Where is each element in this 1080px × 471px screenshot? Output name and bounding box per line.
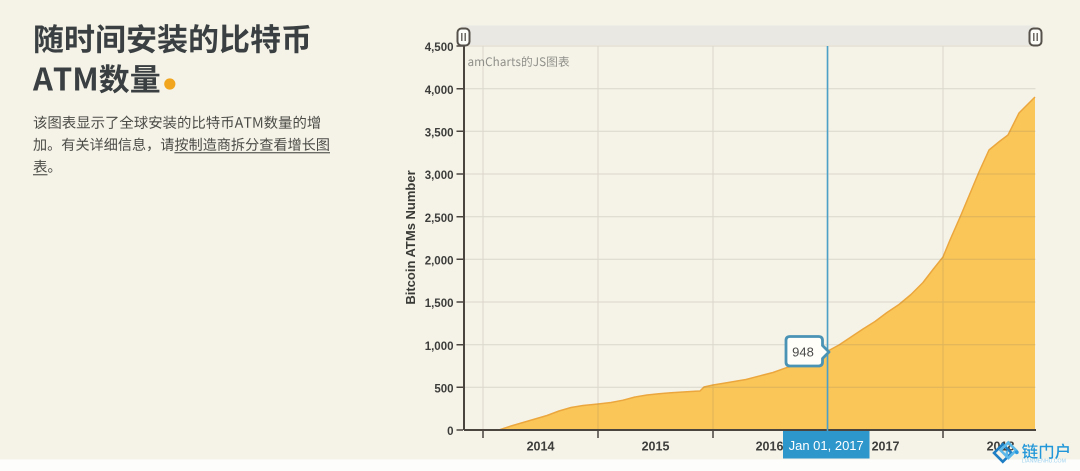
svg-text:2017: 2017 bbox=[872, 440, 900, 454]
svg-text:Jan 01, 2017: Jan 01, 2017 bbox=[789, 438, 864, 453]
svg-text:948: 948 bbox=[792, 345, 814, 360]
svg-text:2014: 2014 bbox=[527, 440, 555, 454]
svg-text:0: 0 bbox=[447, 426, 453, 438]
svg-text:LIANMENHU.COM: LIANMENHU.COM bbox=[1022, 459, 1066, 465]
svg-text:1,500: 1,500 bbox=[425, 298, 454, 310]
svg-text:Bitcoin ATMs Number: Bitcoin ATMs Number bbox=[403, 170, 418, 304]
svg-text:3,000: 3,000 bbox=[425, 170, 454, 182]
svg-text:2015: 2015 bbox=[642, 440, 670, 454]
svg-text:4,500: 4,500 bbox=[425, 42, 454, 54]
svg-text:3,500: 3,500 bbox=[425, 128, 454, 140]
svg-text:500: 500 bbox=[434, 384, 453, 396]
svg-text:2,500: 2,500 bbox=[425, 213, 454, 225]
svg-text:2016: 2016 bbox=[756, 440, 784, 454]
svg-text:4,000: 4,000 bbox=[425, 85, 454, 97]
svg-text:2,000: 2,000 bbox=[425, 256, 454, 268]
svg-text:1,000: 1,000 bbox=[425, 341, 454, 353]
